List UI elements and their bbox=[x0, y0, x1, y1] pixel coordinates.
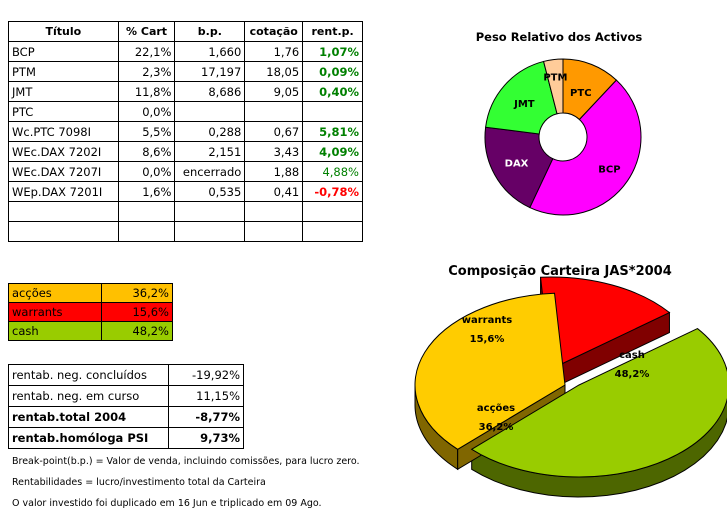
summary-row: rentab. neg. em curso 11,15% bbox=[8, 385, 244, 407]
investment-note: O valor investido foi duplicado em 16 Ju… bbox=[12, 498, 322, 509]
donut-label-ptm: PTM bbox=[543, 73, 567, 84]
cell-cotacao: 3,43 bbox=[244, 141, 304, 162]
donut-title: Peso Relativo dos Activos bbox=[476, 30, 643, 44]
pie-label-warrants: warrants bbox=[462, 315, 512, 326]
cell-titulo: WEc.DAX 7207I bbox=[8, 161, 119, 182]
cell-titulo: WEc.DAX 7202I bbox=[8, 141, 119, 162]
breakpoint-note: Break-point(b.p.) = Valor de venda, incl… bbox=[12, 456, 360, 467]
pie-value-acções: 36,2% bbox=[479, 422, 514, 433]
donut-slice-bcp bbox=[529, 79, 642, 216]
table-row: JMT 11,8% 8,686 9,05 0,40% bbox=[8, 81, 363, 102]
cell-titulo: WEp.DAX 7201I bbox=[8, 181, 119, 202]
donut-label-ptc: PTC bbox=[570, 88, 592, 99]
cell-bp: 0,535 bbox=[174, 181, 246, 202]
cell-rent: 0,09% bbox=[302, 61, 363, 82]
donut-label-dax: DAX bbox=[505, 159, 529, 170]
cell-rent: -0,78% bbox=[302, 181, 363, 202]
summary-label: rentab. neg. concluídos bbox=[8, 364, 169, 386]
table-row: PTM 2,3% 17,197 18,05 0,09% bbox=[8, 61, 363, 82]
allocation-table: acções 36,2% warrants 15,6% cash 48,2% bbox=[7, 283, 173, 341]
cell-cart: 0,0% bbox=[117, 101, 176, 122]
allocation-value: 48,2% bbox=[101, 321, 173, 341]
empty-cell bbox=[302, 221, 363, 242]
cell-bp: 0,288 bbox=[174, 121, 246, 142]
pie-label-acções: acções bbox=[477, 403, 515, 414]
cell-cart: 11,8% bbox=[117, 81, 176, 102]
cell-cart: 1,6% bbox=[117, 181, 176, 202]
cell-cotacao: 18,05 bbox=[244, 61, 304, 82]
cell-rent: 1,07% bbox=[302, 41, 363, 62]
table-row: PTC 0,0% bbox=[8, 101, 363, 122]
allocation-label: cash bbox=[7, 321, 103, 341]
cell-rent: 5,81% bbox=[302, 121, 363, 142]
cell-titulo: JMT bbox=[8, 81, 119, 102]
table-row: WEp.DAX 7201I 1,6% 0,535 0,41 -0,78% bbox=[8, 181, 363, 202]
rentabilidades-note: Rentabilidades = lucro/investimento tota… bbox=[12, 477, 266, 488]
table-row: Wc.PTC 7098I 5,5% 0,288 0,67 5,81% bbox=[8, 121, 363, 142]
pie-slice-acções bbox=[414, 292, 566, 450]
pie-label-cash: cash bbox=[619, 350, 645, 361]
holdings-table: Título% Cart b.p. cotação rent.p. BCP 22,1% 1… bbox=[8, 21, 363, 242]
cell-cotacao: 1,76 bbox=[244, 41, 304, 62]
donut-slice-dax bbox=[484, 126, 554, 209]
allocation-label: warrants bbox=[7, 302, 103, 322]
cell-rent: 0,40% bbox=[302, 81, 363, 102]
donut-slice-ptm bbox=[542, 58, 564, 115]
pie-title: Composição Carteira JAS*2004 bbox=[448, 264, 672, 279]
pie-value-warrants: 15,6% bbox=[470, 334, 505, 345]
allocation-row: cash 48,2% bbox=[7, 321, 173, 341]
cell-bp: 17,197 bbox=[174, 61, 246, 82]
holdings-header-row: Título% Cart b.p. cotação rent.p. bbox=[8, 21, 363, 42]
empty-cell bbox=[8, 221, 119, 242]
pie-slice-warrants bbox=[539, 276, 671, 370]
holdings-body: BCP 22,1% 1,660 1,76 1,07% PTM 2,3% 17,197 18,05… bbox=[8, 41, 363, 242]
summary-row: rentab.homóloga PSI 9,73% bbox=[8, 427, 244, 449]
cell-bp: 8,686 bbox=[174, 81, 246, 102]
empty-row bbox=[8, 221, 363, 242]
empty-cell bbox=[244, 221, 304, 242]
donut-label-jmt: JMT bbox=[513, 99, 535, 110]
summary-label: rentab.homóloga PSI bbox=[8, 427, 169, 449]
pie-value-cash: 48,2% bbox=[615, 369, 650, 380]
summary-value: 9,73% bbox=[168, 427, 244, 449]
column-header: rent.p. bbox=[302, 21, 363, 42]
summary-label: rentab. neg. em curso bbox=[8, 385, 169, 407]
pie-slice-cash bbox=[470, 327, 727, 478]
donut-label-bcp: BCP bbox=[598, 165, 620, 176]
donut-slice-jmt bbox=[485, 60, 558, 135]
summary-table: rentab. neg. concluídos -19,92% rentab. ne… bbox=[8, 364, 244, 449]
table-row: WEc.DAX 7202I 8,6% 2,151 3,43 4,09% bbox=[8, 141, 363, 162]
cell-cotacao: 0,41 bbox=[244, 181, 304, 202]
